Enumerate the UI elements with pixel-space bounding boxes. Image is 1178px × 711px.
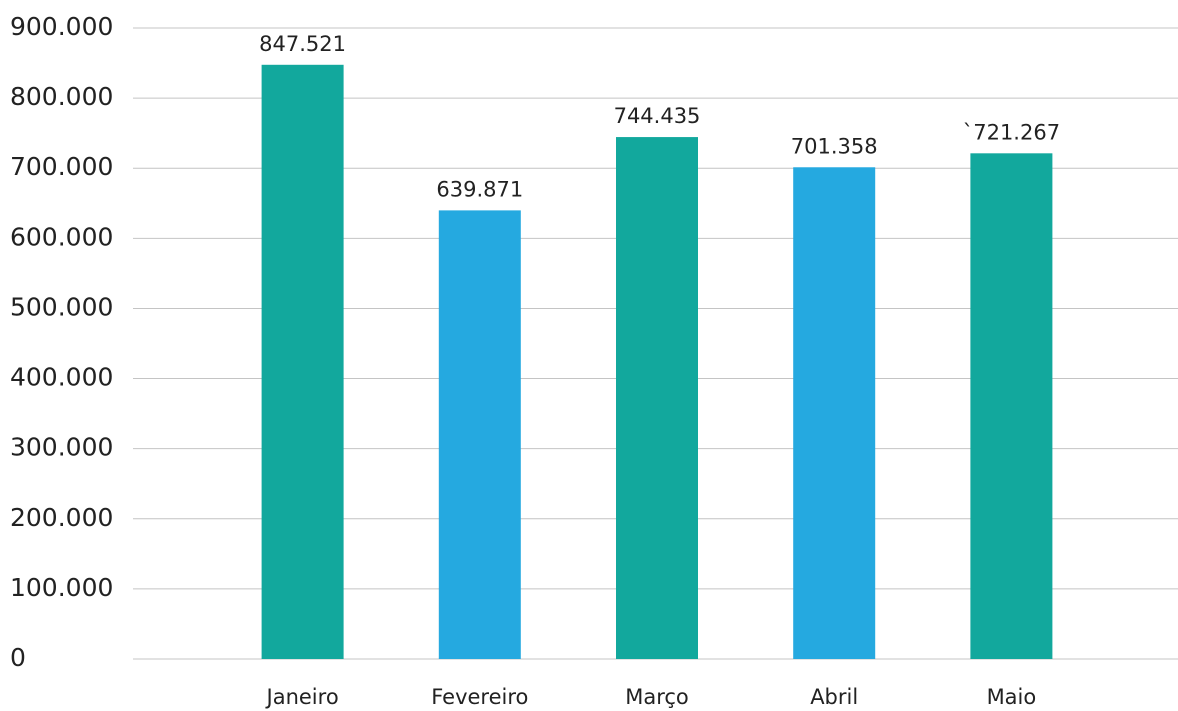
y-tick-label: 0 (10, 643, 26, 672)
y-tick-label: 500.000 (10, 292, 113, 321)
x-tick-label: Maio (987, 685, 1037, 709)
y-tick-label: 100.000 (10, 573, 113, 602)
y-tick-label: 300.000 (10, 433, 113, 462)
y-tick-label: 400.000 (10, 363, 113, 392)
x-tick-label: Fevereiro (431, 685, 528, 709)
y-tick-label: 900.000 (10, 12, 113, 41)
bar (970, 153, 1053, 659)
bar (793, 167, 876, 659)
data-label: 701.358 (791, 134, 878, 158)
data-label: `721.267 (963, 120, 1060, 144)
data-label: 639.871 (436, 177, 523, 201)
bar (261, 64, 344, 660)
y-tick-label: 600.000 (10, 222, 113, 251)
x-tick-label: Janeiro (265, 685, 339, 709)
y-tick-label: 200.000 (10, 503, 113, 532)
data-label: 744.435 (614, 104, 701, 128)
x-tick-label: Março (625, 685, 689, 709)
y-tick-label: 800.000 (10, 82, 113, 111)
bar (438, 210, 521, 659)
x-tick-label: Abril (810, 685, 858, 709)
data-label: 847.521 (259, 32, 346, 56)
bar (616, 137, 698, 659)
y-tick-label: 700.000 (10, 152, 113, 181)
